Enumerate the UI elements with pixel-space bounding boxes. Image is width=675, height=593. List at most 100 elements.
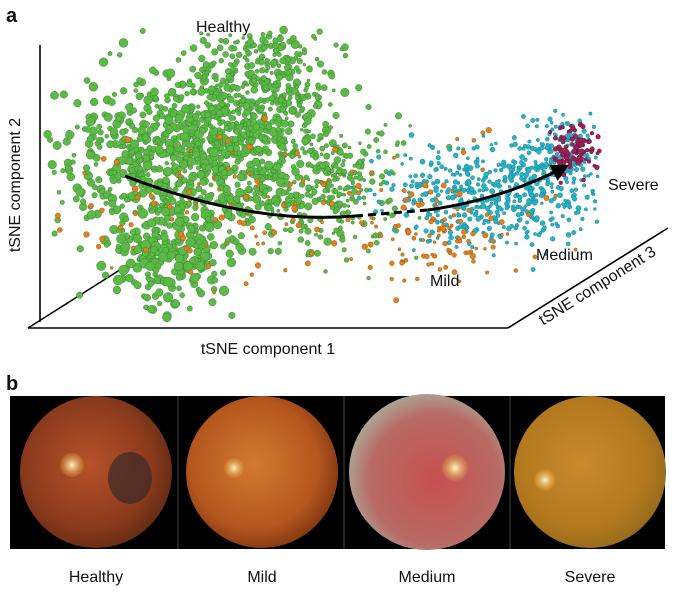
panel-label: b: [6, 373, 18, 395]
point: [223, 125, 230, 132]
point: [475, 163, 480, 169]
point: [252, 123, 260, 131]
point: [298, 202, 305, 209]
point: [430, 144, 436, 150]
point: [134, 194, 141, 200]
point: [294, 150, 301, 156]
point: [581, 177, 586, 183]
point: [328, 125, 334, 130]
point: [308, 193, 313, 199]
point: [326, 178, 331, 182]
point: [229, 53, 236, 60]
point: [539, 145, 545, 151]
point: [532, 200, 538, 206]
point: [96, 260, 107, 271]
point: [196, 170, 205, 179]
point: [129, 228, 137, 236]
point: [342, 52, 349, 59]
point: [443, 166, 448, 171]
point: [320, 193, 326, 200]
point: [320, 84, 328, 92]
point: [421, 238, 426, 242]
point: [443, 264, 449, 270]
point: [571, 180, 576, 185]
point: [422, 191, 429, 197]
point: [429, 229, 435, 236]
point: [553, 124, 558, 129]
point: [513, 225, 518, 231]
point: [192, 150, 201, 159]
point: [541, 169, 546, 174]
point: [442, 240, 448, 247]
point: [222, 184, 231, 193]
point: [350, 220, 355, 225]
point: [474, 144, 480, 150]
point: [224, 211, 233, 220]
point: [86, 210, 97, 220]
point: [481, 183, 487, 189]
point: [387, 171, 393, 177]
point: [254, 262, 261, 269]
point: [507, 184, 512, 189]
point: [527, 139, 532, 144]
point: [55, 212, 61, 219]
point: [512, 199, 517, 204]
point: [502, 211, 506, 216]
point: [189, 88, 196, 95]
point: [259, 200, 266, 207]
point: [192, 120, 198, 126]
point: [408, 191, 415, 198]
point: [216, 87, 222, 93]
point: [242, 122, 248, 128]
point: [220, 243, 227, 250]
point: [457, 279, 462, 284]
point: [426, 262, 431, 267]
point: [212, 277, 219, 284]
point: [485, 270, 490, 275]
point: [575, 209, 581, 215]
point: [414, 224, 419, 229]
point: [581, 128, 587, 134]
point: [300, 106, 306, 112]
point: [120, 192, 127, 199]
point: [299, 175, 304, 180]
point: [475, 182, 481, 187]
point: [103, 200, 109, 206]
point: [56, 190, 62, 195]
point: [173, 261, 184, 271]
point: [397, 247, 402, 251]
point: [194, 71, 202, 80]
point: [346, 204, 351, 208]
point: [534, 124, 539, 129]
point: [264, 223, 272, 231]
point: [191, 171, 197, 177]
point: [150, 87, 159, 97]
point: [124, 196, 130, 203]
point: [314, 57, 320, 62]
point: [461, 234, 466, 239]
point: [253, 49, 259, 54]
point: [333, 42, 339, 48]
point: [374, 240, 380, 246]
point: [166, 222, 173, 229]
point: [285, 57, 291, 63]
point: [489, 143, 494, 147]
point: [567, 164, 573, 170]
point: [316, 28, 323, 35]
point: [328, 72, 336, 80]
point: [226, 229, 232, 235]
point: [491, 253, 496, 258]
point: [182, 168, 188, 174]
point: [547, 116, 553, 122]
point: [337, 149, 344, 156]
point: [544, 145, 550, 151]
point: [595, 134, 601, 140]
point: [248, 215, 256, 224]
point: [115, 115, 122, 122]
point: [333, 188, 339, 194]
point: [560, 125, 565, 130]
point: [310, 33, 316, 39]
point: [580, 124, 586, 130]
point: [220, 77, 227, 84]
point: [339, 133, 344, 138]
